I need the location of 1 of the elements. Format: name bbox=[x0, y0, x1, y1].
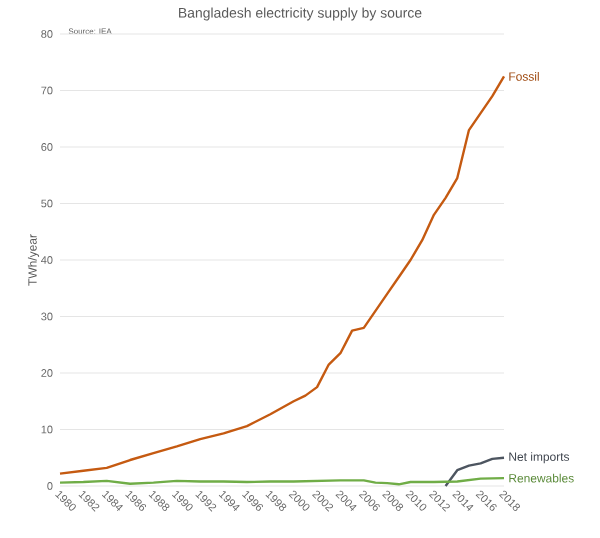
line-series bbox=[444, 456, 506, 488]
